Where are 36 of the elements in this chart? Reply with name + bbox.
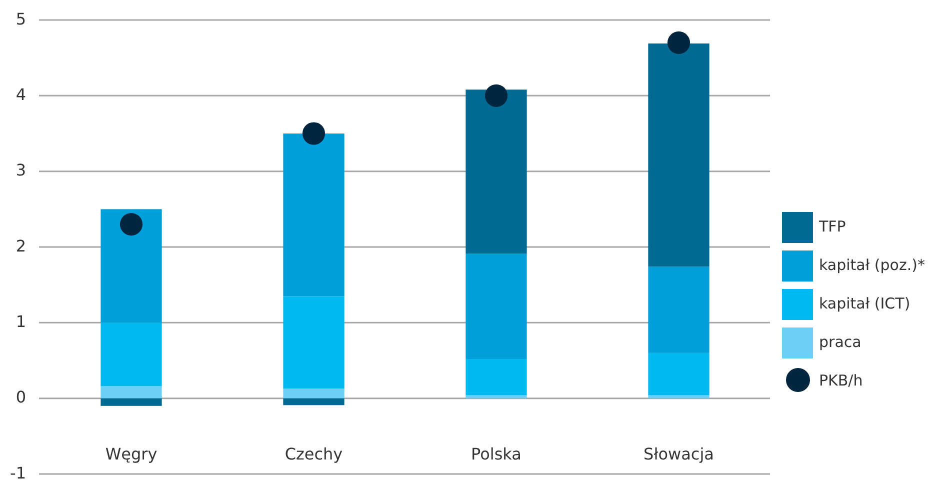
bar (466, 254, 527, 359)
bar (648, 43, 710, 267)
point (120, 213, 143, 236)
x-tick-label: Czechy (284, 444, 343, 464)
y-tick-label: 4 (16, 85, 26, 104)
y-tick-label: 0 (16, 388, 26, 407)
bar (466, 358, 527, 396)
y-tick-label: 3 (16, 160, 26, 180)
point (484, 84, 508, 107)
bar (283, 398, 344, 406)
bar (648, 395, 710, 398)
point (302, 122, 326, 145)
y-tick-label: 1 (16, 312, 26, 332)
bar (466, 90, 527, 254)
bar (466, 395, 527, 398)
bar (100, 398, 162, 406)
bar (100, 322, 162, 386)
x-tick-label: Słowacja (644, 444, 714, 464)
x-tick-label: Polska (471, 444, 522, 464)
y-tick-label: 5 (16, 9, 26, 28)
point (667, 31, 690, 54)
bar (283, 296, 344, 388)
bar (648, 352, 710, 396)
legend-label: kapitał (ICT) (819, 294, 910, 313)
bar (283, 134, 344, 296)
legend-label: TFP (818, 218, 846, 236)
y-tick-label: -1 (10, 463, 26, 482)
legend-label: PKB/h (819, 372, 863, 390)
bar (100, 209, 162, 323)
legend-label: praca (819, 333, 862, 352)
bar (648, 266, 710, 353)
legend-label: kapitał (poz.)* (819, 256, 926, 274)
bar (100, 386, 162, 398)
x-tick-label: Węgry (105, 444, 158, 464)
bar (283, 388, 344, 398)
y-tick-label: 2 (16, 236, 26, 256)
